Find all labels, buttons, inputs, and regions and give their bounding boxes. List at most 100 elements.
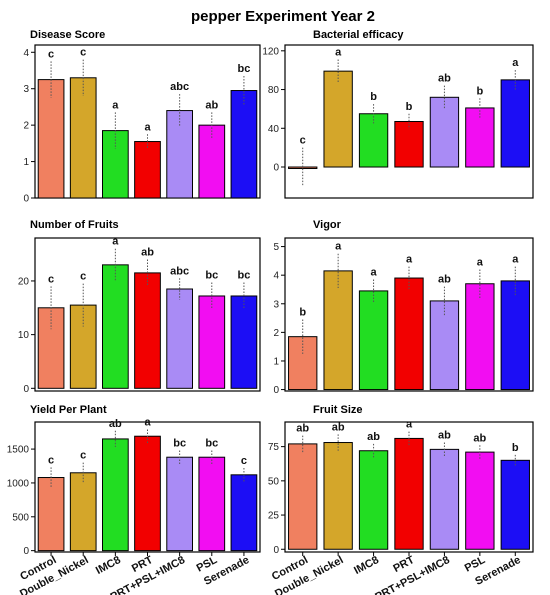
y-tick-label: 4 xyxy=(273,271,279,282)
y-tick-label: 20 xyxy=(18,276,30,287)
bar-control xyxy=(37,477,65,552)
bar-prt xyxy=(134,435,161,552)
bar-control xyxy=(288,166,318,170)
bar-double-nickel xyxy=(323,442,353,550)
bar-prt-psl-imc8 xyxy=(429,300,460,391)
bar-serenade xyxy=(500,79,530,168)
y-tick-label: 120 xyxy=(262,46,279,57)
significance-label: b xyxy=(406,101,413,113)
y-tick-label: 10 xyxy=(18,330,30,341)
bar-control xyxy=(288,336,318,391)
significance-label: ab xyxy=(367,431,380,443)
significance-label: a xyxy=(335,241,342,253)
panel-2: Number of Fruits 0 10 20 c c a ab abc bc bc xyxy=(18,219,261,395)
significance-label: c xyxy=(300,135,306,147)
y-tick-label: 0 xyxy=(273,385,279,396)
panel-frame xyxy=(284,44,534,199)
bar-imc8 xyxy=(358,113,389,168)
significance-label: a xyxy=(112,236,119,248)
bar-serenade xyxy=(500,280,530,391)
significance-label: bc xyxy=(238,63,251,75)
bar-prt-psl-imc8 xyxy=(429,96,460,168)
bar-double-nickel xyxy=(323,70,353,168)
significance-label: b xyxy=(476,85,483,97)
y-tick-label: 5 xyxy=(273,242,279,253)
bar-double-nickel xyxy=(69,77,97,199)
panel-3: Vigor 0 1 2 3 4 5 b a a a ab a a xyxy=(273,219,534,396)
significance-label: ab xyxy=(296,423,309,435)
bar-control xyxy=(288,443,318,550)
panel-title: Yield Per Plant xyxy=(30,404,107,416)
bar-imc8 xyxy=(102,130,129,199)
significance-label: ab xyxy=(438,73,451,85)
significance-label: c xyxy=(241,455,247,467)
significance-label: bc xyxy=(205,270,218,282)
significance-label: a xyxy=(477,256,484,268)
bar-prt-psl-imc8 xyxy=(166,456,194,552)
bar-prt xyxy=(394,277,424,391)
bar-serenade xyxy=(230,90,258,199)
significance-label: b xyxy=(299,307,306,319)
bar-psl xyxy=(465,107,495,168)
significance-label: ab xyxy=(438,430,451,442)
significance-label: a xyxy=(144,121,151,133)
significance-label: a xyxy=(144,416,151,428)
figure-title: pepper Experiment Year 2 xyxy=(191,8,375,25)
significance-label: ab xyxy=(473,432,486,444)
panel-frame xyxy=(284,237,534,392)
significance-label: ab xyxy=(109,418,122,430)
bar-prt-psl-imc8 xyxy=(166,110,194,199)
y-tick-label: 3 xyxy=(273,299,279,310)
bar-imc8 xyxy=(358,290,389,391)
bar-imc8 xyxy=(102,438,129,552)
bar-double-nickel xyxy=(323,270,353,391)
significance-label: bc xyxy=(238,270,251,282)
significance-label: a xyxy=(371,266,378,278)
significance-label: c xyxy=(80,271,86,283)
y-tick-label: 0 xyxy=(23,546,29,557)
significance-label: abc xyxy=(170,81,189,93)
bar-prt-psl-imc8 xyxy=(166,288,194,389)
bar-double-nickel xyxy=(69,304,97,389)
panel-title: Vigor xyxy=(313,219,342,231)
y-tick-label: 2 xyxy=(273,328,279,339)
y-tick-label: 0 xyxy=(273,163,279,174)
y-tick-label: 80 xyxy=(268,85,280,96)
bar-imc8 xyxy=(358,450,389,550)
bar-prt xyxy=(394,121,424,168)
y-tick-label: 4 xyxy=(23,48,29,59)
significance-label: a xyxy=(335,47,342,59)
y-tick-label: 50 xyxy=(268,476,280,487)
bar-serenade xyxy=(230,474,258,552)
significance-label: b xyxy=(512,442,519,454)
significance-label: a xyxy=(406,419,413,431)
bar-double-nickel xyxy=(69,472,97,552)
bar-serenade xyxy=(500,459,530,550)
significance-label: ab xyxy=(141,246,154,258)
significance-label: c xyxy=(48,48,54,60)
bar-prt xyxy=(394,437,424,550)
significance-label: c xyxy=(80,450,86,462)
significance-label: a xyxy=(112,99,119,111)
bar-psl xyxy=(198,295,226,389)
bar-prt-psl-imc8 xyxy=(429,448,460,550)
panel-frame xyxy=(34,237,261,392)
significance-label: c xyxy=(48,454,54,466)
bar-serenade xyxy=(230,295,258,389)
significance-label: bc xyxy=(173,437,186,449)
significance-label: ab xyxy=(205,99,218,111)
bar-prt xyxy=(134,141,161,199)
bar-psl xyxy=(465,451,495,550)
y-tick-label: 1000 xyxy=(7,478,30,489)
significance-label: a xyxy=(406,254,413,266)
significance-label: abc xyxy=(170,265,189,277)
y-tick-label: 1500 xyxy=(7,445,30,456)
y-tick-label: 0 xyxy=(23,384,29,395)
significance-label: a xyxy=(512,57,519,69)
panel-0: Disease Score 0 1 2 3 4 c c a a abc ab bc xyxy=(23,29,261,205)
y-tick-label: 25 xyxy=(268,511,280,522)
bar-psl xyxy=(198,124,226,199)
y-tick-label: 1 xyxy=(273,356,279,367)
bar-psl xyxy=(465,283,495,391)
